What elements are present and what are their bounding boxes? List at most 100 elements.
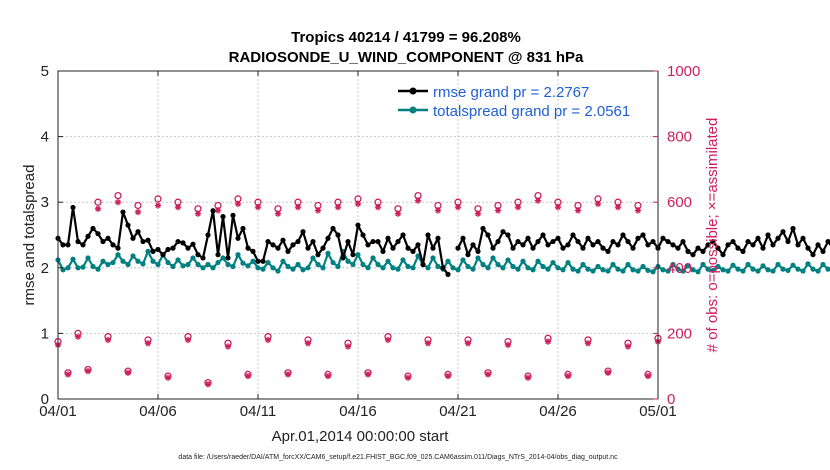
totalspread-point [170, 263, 176, 270]
obs-assimilated-marker [434, 207, 442, 214]
totalspread-point [795, 266, 801, 272]
totalspread-point [765, 267, 771, 273]
totalspread-point [350, 261, 356, 268]
rmse-point [485, 232, 491, 238]
rmse-point [260, 258, 266, 264]
totalspread-point [305, 265, 311, 271]
rmse-point [530, 245, 536, 251]
rmse-point [410, 248, 416, 254]
rmse-point [675, 245, 681, 251]
obs-assimilated-marker [414, 197, 422, 204]
rmse-point [220, 214, 226, 220]
totalspread-point [720, 267, 726, 273]
rmse-point [135, 229, 141, 235]
totalspread-point [555, 265, 561, 271]
rmse-point [695, 245, 701, 251]
left-axis-ticks: 0 1 2 3 4 5 [41, 63, 63, 408]
obs-assimilated-marker [284, 371, 292, 378]
obs-assimilated-marker [474, 210, 482, 217]
totalspread-point [165, 259, 171, 266]
rmse-point [110, 242, 116, 248]
rmse-point [355, 222, 361, 228]
rmse-point [295, 238, 301, 245]
totalspread-point [470, 266, 476, 272]
totalspread-point [250, 258, 256, 264]
left-axis-label: rmse and totalspread [21, 165, 38, 306]
obs-assimilated-marker [354, 200, 362, 208]
rmse-point [300, 229, 306, 235]
obs-assimilated-marker [234, 200, 242, 208]
rmse-point [800, 235, 806, 241]
obs-assimilated-marker [214, 207, 222, 214]
totalspread-point [215, 259, 221, 266]
rmse-point [775, 235, 781, 241]
totalspread-point [740, 268, 746, 274]
totalspread-point [550, 259, 556, 266]
obs-assimilated-marker [344, 343, 352, 350]
rmse-point [730, 238, 736, 245]
totalspread-point [205, 261, 211, 268]
rmse-point [600, 245, 606, 251]
rmse-point [105, 235, 111, 241]
totalspread-point [575, 268, 581, 274]
totalspread-point [500, 265, 506, 271]
obs-assimilated-marker [224, 343, 232, 350]
rmse-point [390, 245, 396, 251]
rmse-point [180, 240, 186, 246]
x-tick-label: 04/21 [439, 403, 477, 420]
totalspread-point [100, 258, 106, 264]
totalspread-point [785, 267, 791, 274]
x-tick-label: 04/06 [139, 403, 177, 420]
obs-assimilated-marker [74, 333, 82, 340]
obs-assimilated-marker [264, 336, 272, 344]
totalspread-point [355, 252, 361, 258]
obs-assimilated-marker [134, 208, 142, 216]
rmse-point [825, 238, 830, 245]
obs-assimilated-marker [584, 340, 592, 347]
totalspread-point [495, 261, 501, 268]
rmse-point [160, 252, 166, 258]
totalspread-point [260, 266, 266, 272]
rmse-point [645, 242, 651, 248]
x-tick-label: 04/16 [339, 403, 377, 420]
totalspread-point [610, 261, 616, 268]
rmse-point [785, 238, 791, 245]
totalspread-point [690, 267, 696, 273]
totalspread-point [405, 263, 411, 270]
rmse-point [445, 271, 451, 277]
rmse-point [585, 235, 591, 241]
totalspread-point [365, 265, 371, 271]
totalspread-point [360, 261, 366, 268]
totalspread-point [465, 263, 471, 270]
totalspread-point [370, 255, 376, 261]
totalspread-point [80, 264, 86, 270]
totalspread-point [315, 261, 321, 268]
rmse-point [605, 248, 611, 254]
x-axis-ticks: 04/01 04/06 04/11 04/16 04/21 04/26 05/01 [39, 71, 677, 420]
obs-assimilated-marker [544, 338, 552, 345]
totalspread-point [520, 258, 526, 264]
rmse-point [65, 242, 71, 248]
obs-assimilated-marker [334, 203, 342, 211]
rmse-point [555, 235, 561, 241]
obs-count-layer [54, 191, 662, 388]
rmse-point [215, 252, 221, 258]
rmse-point [815, 242, 821, 248]
rmse-point [385, 235, 391, 241]
totalspread-point [620, 268, 626, 274]
rmse-point [660, 235, 666, 241]
rmse-point [670, 242, 676, 248]
obs-assimilated-marker [144, 340, 152, 347]
totalspread-point [445, 258, 451, 264]
chart-title-line-1: Tropics 40214 / 41799 = 96.208% [291, 29, 521, 46]
obs-assimilated-marker [114, 199, 122, 206]
totalspread-point [810, 266, 816, 272]
totalspread-point [375, 261, 381, 268]
rmse-point [140, 238, 146, 245]
obs-assimilated-marker [194, 210, 202, 217]
totalspread-point [310, 255, 316, 261]
obs-assimilated-marker [84, 367, 92, 375]
chart-title-line-2: RADIOSONDE_U_WIND_COMPONENT @ 831 hPa [229, 49, 584, 66]
left-tick-label: 4 [41, 129, 49, 146]
totalspread-point [505, 257, 511, 263]
